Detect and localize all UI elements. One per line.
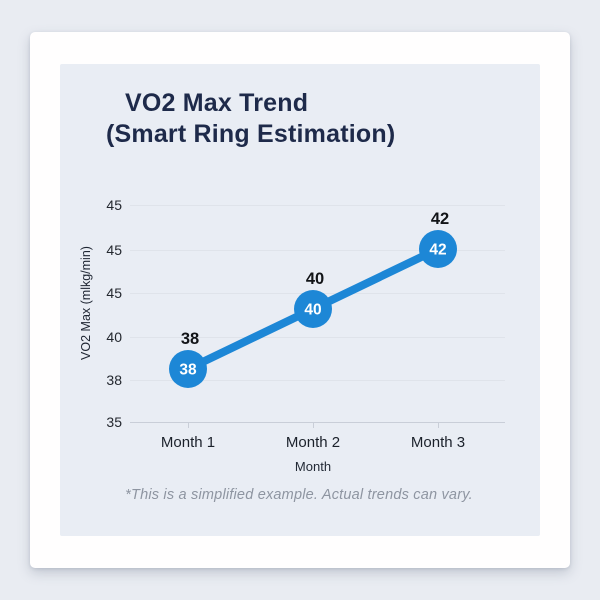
x-tick-label: Month 3 [410,434,466,451]
point-label: 40 [306,270,324,288]
card: VO2 Max Trend (Smart Ring Estimation) VO… [30,32,570,568]
y-tick-label: 45 [106,197,122,213]
marker-value-text: 40 [304,302,321,319]
gridline [130,293,505,294]
y-tick-label: 45 [106,285,122,301]
x-tick-label: Month 1 [160,434,216,451]
x-tick-mark [188,422,189,428]
x-tick-mark [313,422,314,428]
chart-title: VO2 Max Trend (Smart Ring Estimation) [106,88,395,150]
point-label: 38 [181,330,199,348]
y-tick-label: 38 [106,372,122,388]
marker-value-text: 38 [179,362,197,379]
trend-line [184,245,442,373]
data-point-marker [169,350,207,388]
gridline [130,337,505,338]
x-axis-title: Month [294,459,332,474]
x-axis-baseline [130,422,505,423]
y-tick-label: 35 [106,414,122,430]
x-tick-mark [438,422,439,428]
point-label: 42 [431,210,449,228]
y-tick-label: 45 [106,242,122,258]
y-tick-label: 40 [106,329,122,345]
gridline [130,250,505,251]
x-tick-label: Month 2 [285,434,341,451]
gridline [130,380,505,381]
footnote: *This is a simplified example. Actual tr… [125,487,473,503]
chart-title-line-1: VO2 Max Trend [125,89,309,117]
chart-title-line-2: (Smart Ring Estimation) [106,120,396,148]
chart-panel: VO2 Max Trend (Smart Ring Estimation) VO… [60,64,540,536]
data-point-marker [419,230,457,268]
gridline [130,205,505,206]
data-point-marker [294,290,332,328]
